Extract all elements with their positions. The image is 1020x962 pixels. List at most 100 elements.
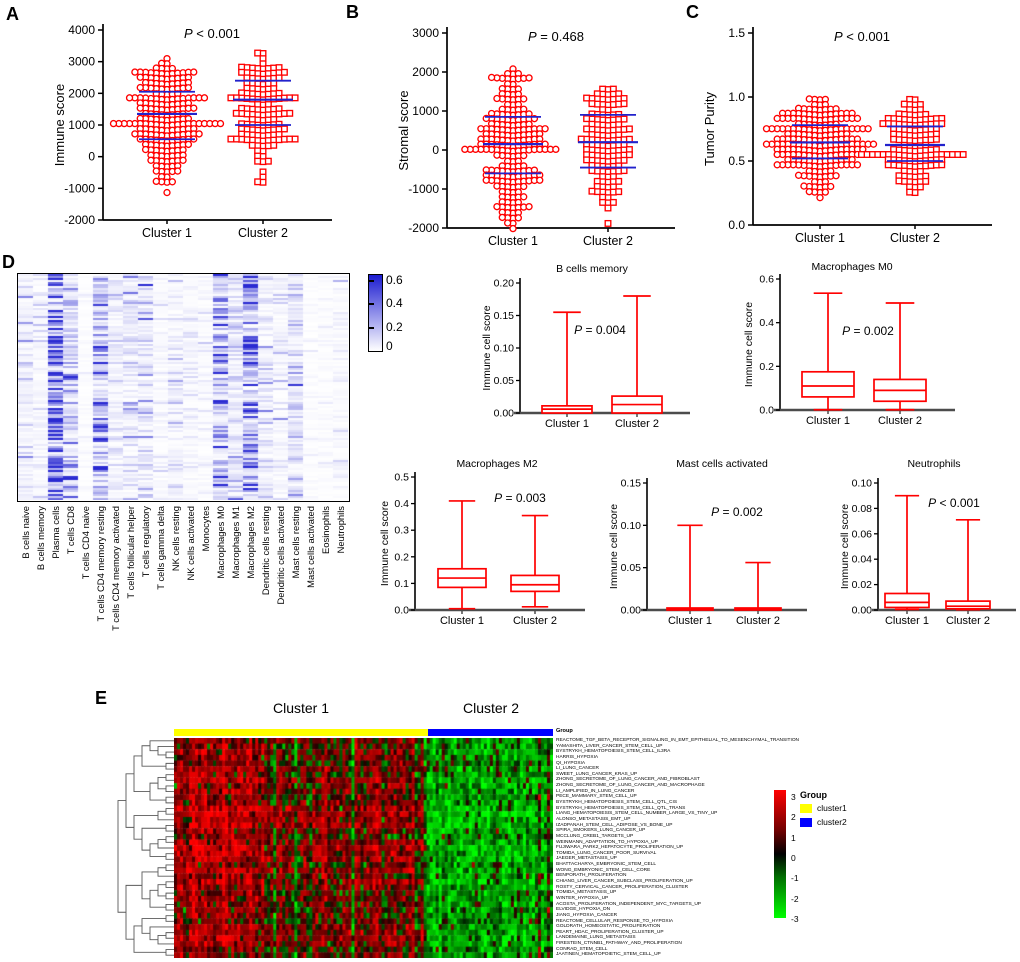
p-value-label: P < 0.001 <box>184 26 240 41</box>
y-tick-label: 0.20 <box>494 278 515 290</box>
colorbar-tick <box>369 303 374 306</box>
y-tick-label: 0.1 <box>394 578 409 590</box>
data-point <box>286 109 294 117</box>
colorbar-tick-label: 0 <box>791 852 796 863</box>
dendrogram-branch <box>165 881 174 888</box>
gene-set-label: WEINMANN_ADAPTATION_TO_HYPOXIA_UP <box>556 839 658 845</box>
dendrogram-branch <box>149 926 174 941</box>
heatmap-column-label: T cells regulatory <box>140 506 151 578</box>
heatmap-column-label: Macrophages M2 <box>245 506 256 578</box>
dendrogram-branch <box>165 836 174 843</box>
colorbar-tick <box>369 326 374 329</box>
chart-title: Neutrophils <box>907 458 960 470</box>
colorbar-tick-label: 0.6 <box>386 272 403 287</box>
data-point <box>125 94 134 102</box>
gene-set-label: CONRAD_STEM_CELL <box>556 946 608 952</box>
boxplot-neutrophils: Neutrophils 0.10 0.08 0.06 0.04 0.02 0.00 Clust… <box>839 458 1016 627</box>
iqr-box <box>884 592 930 609</box>
data-point <box>291 94 299 102</box>
data-point <box>168 178 177 186</box>
data-point <box>827 182 835 191</box>
data-point <box>163 188 171 197</box>
x-category-label: Cluster 1 <box>545 418 589 430</box>
gene-set-label: BENPORATH_PROLIFERATION <box>556 873 627 879</box>
scatter-panel-C: 1.5 1.0 0.5 0.0 Cluster 1 Cluster 2 Tumor Puri… <box>702 26 992 245</box>
gene-set-label: LI_AMPLIFIED_IN_LUNG_CANCER <box>556 788 635 794</box>
data-point <box>131 130 139 138</box>
scatter-panel-B: 3000 2000 1000 0 -1000 -2000 Cluster 1 Cluster … <box>396 26 675 248</box>
y-tick-label: 0.00 <box>852 605 873 617</box>
data-point <box>184 140 193 149</box>
chart-title: Macrophages M0 <box>811 261 892 273</box>
data-point <box>152 177 160 186</box>
boxplot-mast-cells-activated: Mast cells activated 0.15 0.10 0.05 0.00 Clus… <box>608 458 807 627</box>
dendrogram-branch <box>117 800 126 913</box>
data-point <box>227 135 235 143</box>
x-category-label: Cluster 2 <box>946 615 990 627</box>
y-tick-label: -2000 <box>64 213 95 227</box>
data-point <box>520 193 528 201</box>
cluster1-swatch <box>800 803 812 813</box>
data-point <box>762 125 771 133</box>
gene-set-label: REACTOME_TGF_BETA_RECEPTOR_SIGNALING_IN_… <box>556 738 800 743</box>
data-point <box>900 100 908 108</box>
data-point <box>816 194 824 202</box>
data-point <box>131 68 139 76</box>
dendrogram-branch <box>165 808 174 815</box>
y-tick-label: 0.15 <box>621 478 642 490</box>
gene-set-label: WINTER_HYPOXIA_UP <box>556 895 609 901</box>
gene-set-label: CHIANG_LIVER_CANCER_SUBCLASS_PROLIFERATI… <box>556 879 693 885</box>
colorbar-tick-label: 3 <box>791 792 796 802</box>
data-point <box>541 125 549 133</box>
box-cluster2 <box>510 514 560 608</box>
gene-set-label: IZADPANAH_STEM_CELL_ADIPOSE_VS_BONE_UP <box>556 822 673 828</box>
immune-cell-heatmap-labels: B cells naive B cells memory Plasma cells T… <box>20 505 346 631</box>
data-point <box>136 83 144 92</box>
data-point <box>879 120 887 128</box>
heatmap-column-label: Dendritic cells resting <box>260 506 271 595</box>
data-point <box>200 94 209 102</box>
heatmap-column-label: T cells CD4 memory resting <box>95 506 106 621</box>
y-axis-title: Immune cell score <box>839 504 851 589</box>
heatmap-column-label: Macrophages M1 <box>230 506 241 578</box>
data-point <box>493 202 501 211</box>
y-tick-label: 0.3 <box>394 525 409 537</box>
heatmap-column-label: Macrophages M0 <box>215 506 226 578</box>
x-category-label: Cluster 1 <box>806 415 850 427</box>
gene-set-label: ROSTY_CERVICAL_CANCER_PROLIFERATION_CLUS… <box>556 884 689 890</box>
y-tick-label: 0.06 <box>852 528 873 540</box>
colorbar-tick-label: -1 <box>791 873 799 884</box>
data-point <box>800 182 808 190</box>
data-point <box>869 140 878 148</box>
data-point <box>609 198 617 206</box>
data-point <box>190 68 198 76</box>
e-cluster2-header: Cluster 2 <box>462 700 520 716</box>
panel-c-label: C <box>686 2 699 22</box>
data-point <box>604 204 612 212</box>
data-point <box>922 177 930 185</box>
data-point <box>493 182 501 190</box>
y-tick-label: 0 <box>88 150 95 164</box>
dendrogram-branch <box>165 892 174 900</box>
heatmap-column-label: Mast cells resting <box>290 506 301 578</box>
data-point <box>520 95 528 103</box>
data-point <box>147 156 155 164</box>
gene-set-label: GOLDRATH_HOMEOSTATIC_PROLIFERATION <box>556 924 661 930</box>
data-point <box>179 156 187 164</box>
data-point <box>805 95 813 103</box>
gene-set-label: BHATTACHARYA_EMBRYONIC_STEM_CELL <box>556 862 657 868</box>
y-tick-label: -1000 <box>64 181 95 195</box>
y-tick-label: 0.4 <box>759 317 774 329</box>
data-points-cluster1 <box>762 95 878 202</box>
data-point <box>932 135 940 143</box>
box-cluster1 <box>884 494 930 611</box>
gene-set-label: TOMIDA_LUNG_CANCER_POOR_SURVIVAL <box>556 850 657 856</box>
gene-set-label: SPIRA_SMOKERS_LUNG_CANCER_UP <box>556 828 646 834</box>
gene-set-label: PEART_HDAC_PROLIFERATION_CLUSTER_UP <box>556 929 664 935</box>
heatmap-column-label: T cells gamma delta <box>155 505 166 590</box>
p-value-label: P = 0.002 <box>842 324 894 338</box>
data-point <box>216 119 225 128</box>
x-category-label: Cluster 2 <box>513 615 557 627</box>
heatmap-column-label: Mast cells activated <box>305 506 316 588</box>
box-cluster2 <box>734 561 782 611</box>
